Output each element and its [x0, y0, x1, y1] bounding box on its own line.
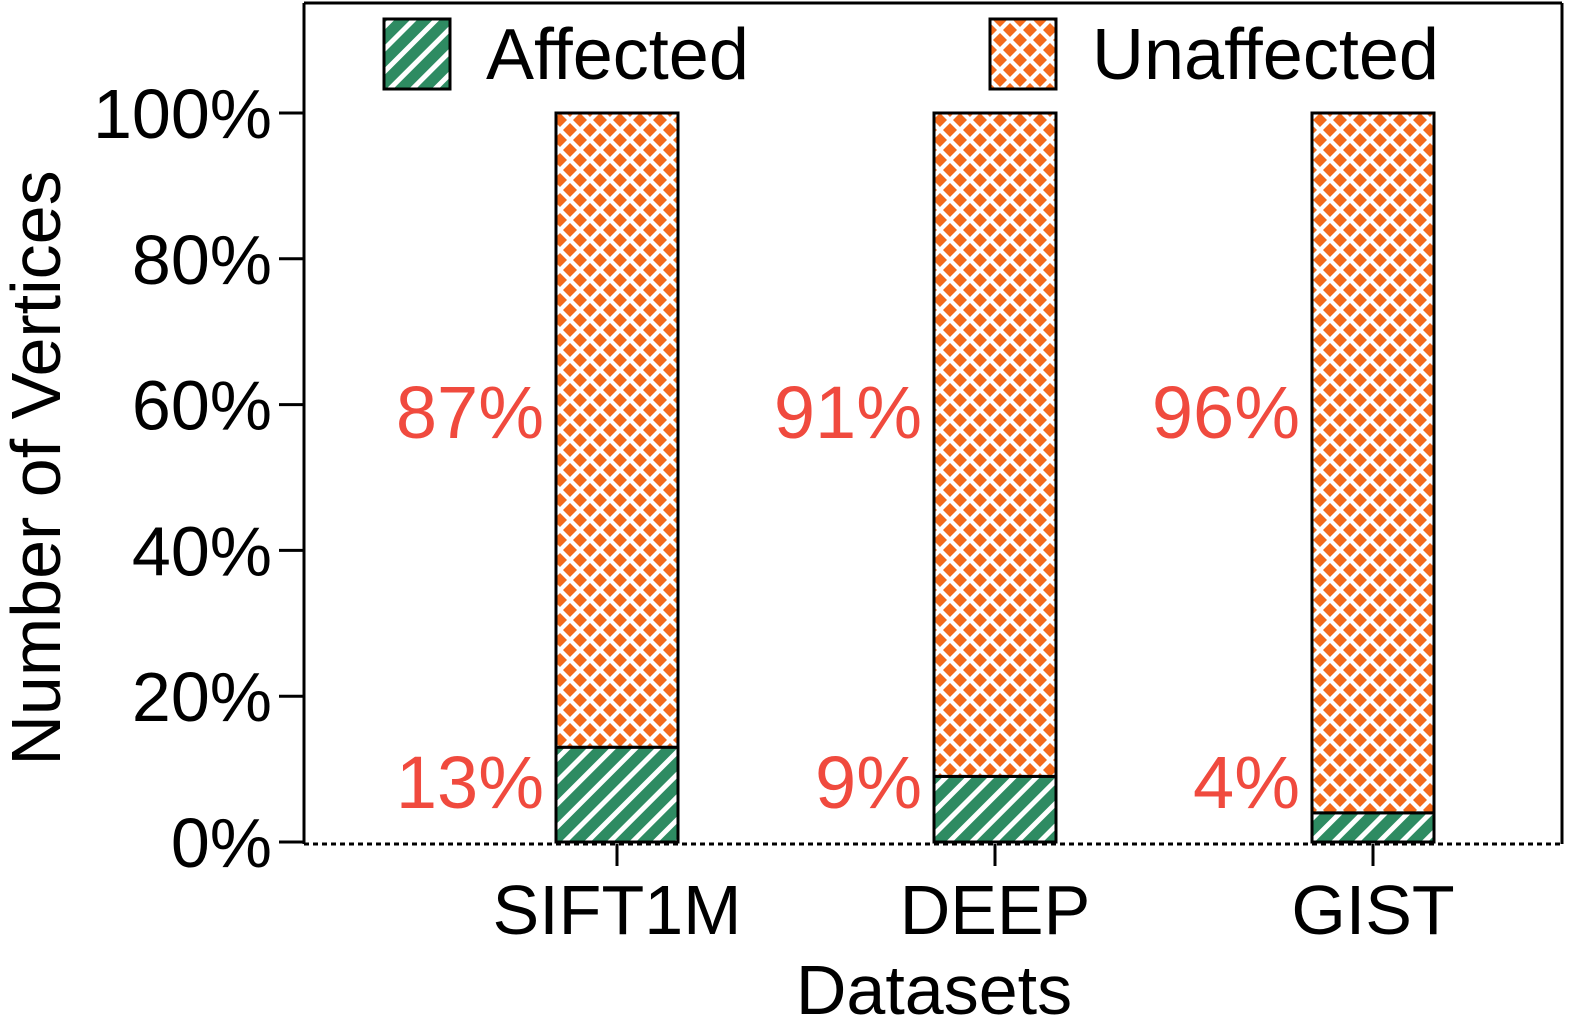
bar-affected-sift1m [554, 745, 680, 844]
data-labels-group: 13% 87% 9% 91% 4% 96% [396, 371, 1300, 824]
data-label-affected-sift1m: 13% [396, 741, 544, 824]
bar-unaffected-sift1m [554, 111, 680, 749]
x-tick-label-gist: GIST [1291, 871, 1454, 949]
bar-affected-deep [932, 774, 1058, 844]
y-tick-label-40: 40% [132, 512, 272, 590]
x-tick-label-sift1m: SIFT1M [493, 871, 742, 949]
data-label-unaffected-gist: 96% [1152, 371, 1300, 454]
bar-unaffected-gist [1310, 111, 1436, 815]
y-tick-label-80: 80% [132, 221, 272, 299]
data-label-affected-gist: 4% [1193, 741, 1300, 824]
legend-swatch-unaffected [988, 17, 1058, 91]
y-tick-label-60: 60% [132, 367, 272, 445]
legend-swatch-affected [382, 17, 452, 91]
data-label-unaffected-sift1m: 87% [396, 371, 544, 454]
x-tick-label-deep: DEEP [900, 871, 1091, 949]
y-tick-label-100: 100% [93, 75, 272, 153]
legend: Affected Unaffected [382, 15, 1439, 95]
bar-unaffected-deep [932, 111, 1058, 778]
x-axis-title: Datasets [796, 951, 1072, 1026]
legend-label-unaffected: Unaffected [1092, 15, 1439, 95]
y-axis-ticks: 0% 20% 40% 60% 80% 100% [93, 75, 304, 882]
bars-group [554, 111, 1436, 844]
data-label-affected-deep: 9% [815, 741, 922, 824]
x-axis-ticks: SIFT1M DEEP GIST [493, 844, 1455, 949]
legend-label-affected: Affected [486, 15, 749, 95]
y-tick-label-20: 20% [132, 658, 272, 736]
bar-affected-gist [1310, 811, 1436, 844]
y-tick-label-0: 0% [171, 804, 272, 882]
data-label-unaffected-deep: 91% [774, 371, 922, 454]
y-axis-title: Number of Vertices [0, 170, 75, 765]
